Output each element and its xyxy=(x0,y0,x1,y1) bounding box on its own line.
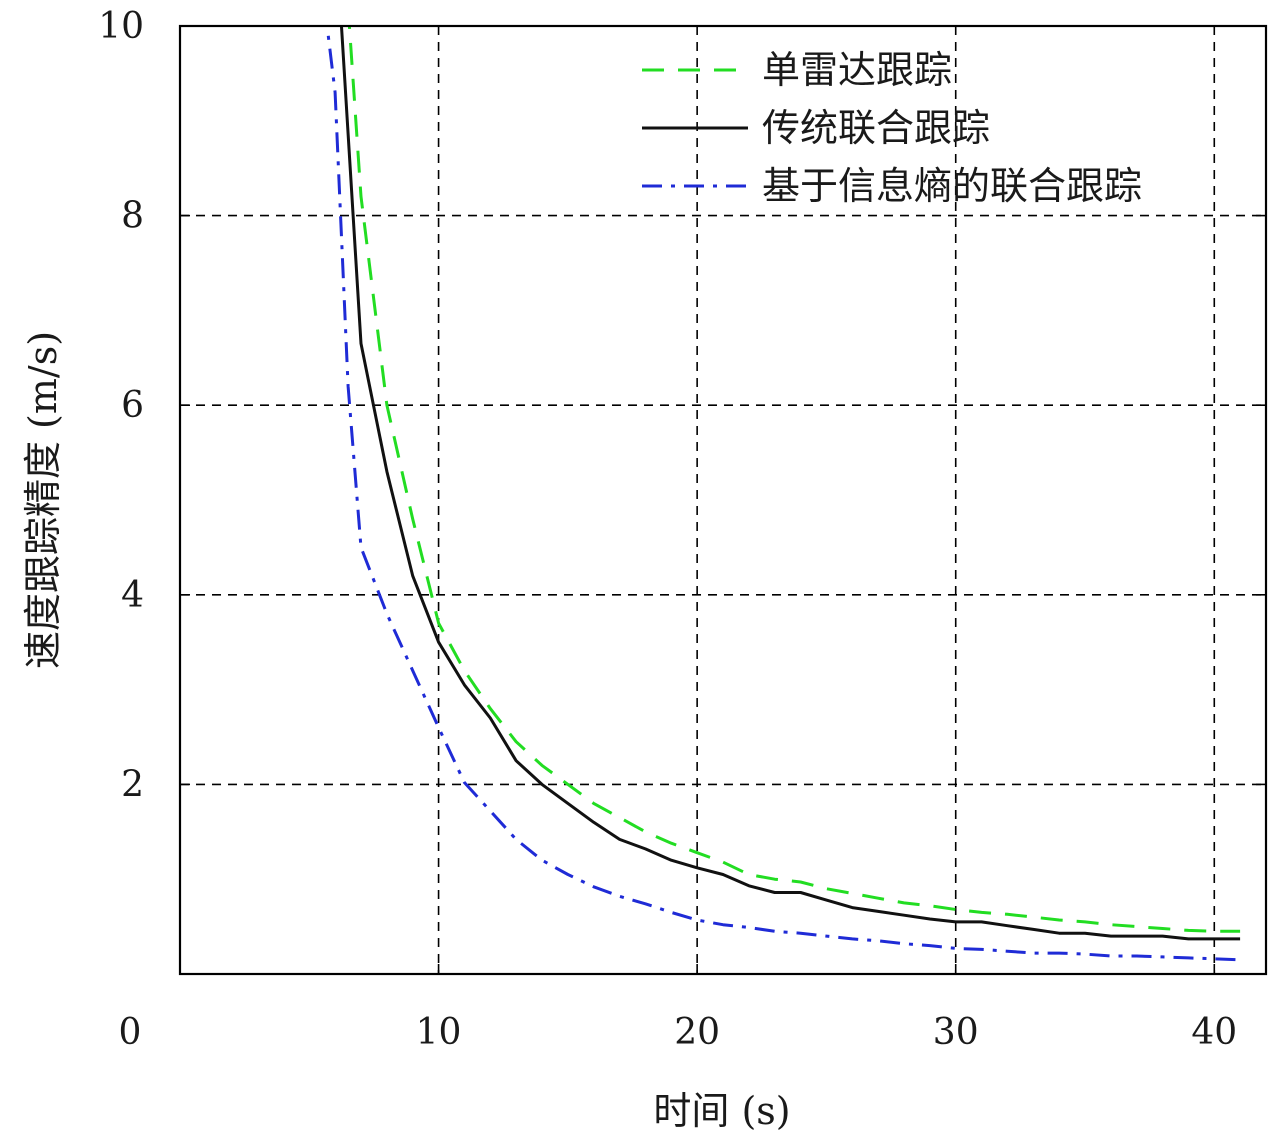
x-tick-label: 40 xyxy=(1191,1012,1237,1053)
plot-frame xyxy=(178,24,1268,976)
y-tick-label: 4 xyxy=(121,575,144,616)
series-layer xyxy=(325,26,1241,962)
axis-ticks: 0 10 20 30 40 2 4 6 8 10 xyxy=(98,6,1266,1053)
series-line-3 xyxy=(325,26,1241,962)
x-tick-label: 0 xyxy=(119,1012,142,1053)
y-tick-label: 8 xyxy=(121,196,144,237)
x-axis-title: 时间 (s) xyxy=(653,1089,790,1133)
y-tick-label: 10 xyxy=(98,6,144,47)
legend-label-2: 传统联合跟踪 xyxy=(762,106,990,150)
series-line-2 xyxy=(339,26,1241,941)
y-axis-title: 速度跟踪精度 (m/s) xyxy=(21,331,65,669)
x-tick-label: 30 xyxy=(933,1012,979,1053)
y-tick-label: 6 xyxy=(121,385,144,426)
legend-label-3: 基于信息熵的联合跟踪 xyxy=(762,164,1142,208)
y-tick-label: 2 xyxy=(121,764,144,805)
series-line-1 xyxy=(347,26,1241,933)
grid-lines xyxy=(180,26,1266,974)
legend-label-1: 单雷达跟踪 xyxy=(762,48,952,92)
x-tick-label: 10 xyxy=(416,1012,462,1053)
x-tick-label: 20 xyxy=(674,1012,720,1053)
